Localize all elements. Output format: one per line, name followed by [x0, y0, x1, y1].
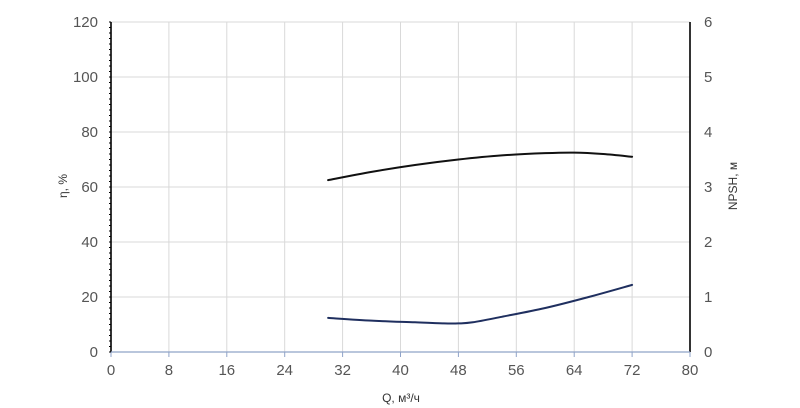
y-left-tick-label: 40	[81, 234, 98, 251]
y-left-tick-label: 80	[81, 124, 98, 141]
x-tick-label: 48	[450, 362, 467, 379]
y-right-tick-label: 5	[704, 69, 712, 86]
x-tick-label: 32	[334, 362, 351, 379]
y-right-tick-label: 0	[704, 344, 712, 361]
y-right-axis-title: NPSH, м	[726, 162, 740, 210]
x-tick-label: 8	[165, 362, 173, 379]
grid-lines	[111, 21, 690, 352]
y-left-tick-label: 0	[90, 344, 98, 361]
y-right-tick-label: 1	[704, 289, 712, 306]
y-left-tick-label: 20	[81, 289, 98, 306]
y-right-tick-label: 4	[704, 124, 712, 141]
x-tick-label: 56	[508, 362, 525, 379]
tick-labels: 0 8 16 24 32 40 48 56 64 72 8002040608010012001234…	[73, 14, 712, 379]
x-tick-label: 40	[392, 362, 409, 379]
y-right-tick-label: 3	[704, 179, 712, 196]
y-right-tick-label: 6	[704, 14, 712, 31]
x-tick-label: 64	[566, 362, 583, 379]
series-line-1	[327, 151, 634, 182]
x-tick-label: 72	[624, 362, 641, 379]
y-left-tick-label: 100	[73, 69, 98, 86]
series-line-2	[327, 283, 634, 325]
y-left-tick-label: 120	[73, 14, 98, 31]
axes	[109, 21, 691, 357]
x-axis-title: Q, м³/ч	[382, 391, 420, 405]
y-left-tick-label: 60	[81, 179, 98, 196]
x-tick-label: 16	[218, 362, 235, 379]
x-tick-label: 80	[682, 362, 699, 379]
x-tick-label: 0	[107, 362, 115, 379]
y-right-tick-label: 2	[704, 234, 712, 251]
series-lines	[327, 151, 634, 325]
x-tick-label: 24	[276, 362, 293, 379]
y-left-axis-title: η, %	[56, 174, 70, 198]
